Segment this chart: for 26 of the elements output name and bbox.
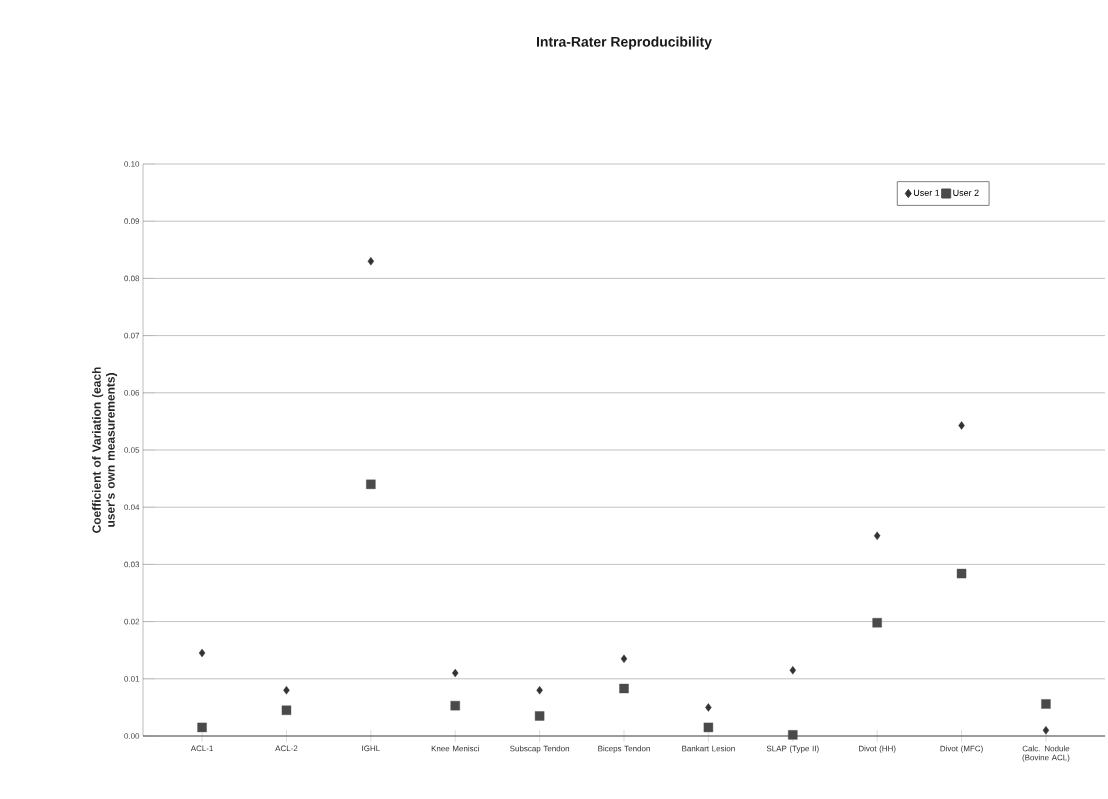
point [789,666,796,675]
point [872,618,882,628]
point [366,479,376,490]
point [1041,699,1051,709]
point [536,686,543,695]
point [452,668,459,678]
y-axis-title: Coefficient of Variation (each user's own measurements) [92,367,118,533]
point [367,257,375,266]
chart-title: Intra-Rater Reproducibility [536,36,712,50]
point [450,700,460,711]
point [788,730,798,740]
point [703,722,714,733]
point [197,722,207,733]
point [956,568,967,579]
point [1042,726,1050,735]
point [873,531,881,540]
legend-label: User 2 [953,189,979,196]
point [619,683,629,694]
legend-label: User 1 [913,189,940,196]
point [620,654,628,663]
point [958,421,965,430]
point [283,686,290,695]
point [281,705,292,715]
point [198,648,206,658]
point [534,711,545,721]
point [705,703,712,712]
